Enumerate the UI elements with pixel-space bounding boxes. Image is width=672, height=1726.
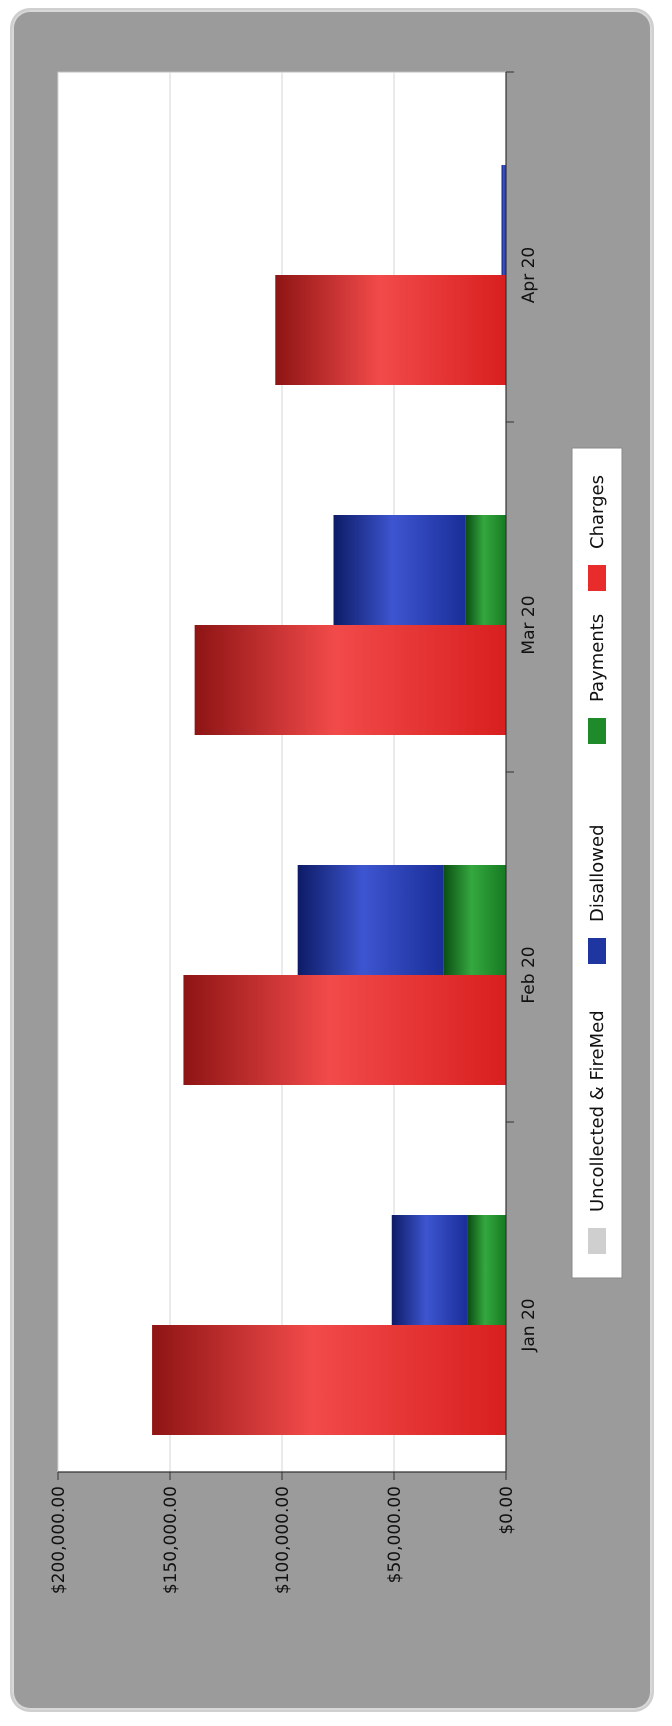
y-tick-label-3: $150,000.00 [161, 1486, 181, 1594]
legend-swatch-uncollected [588, 1228, 606, 1254]
legend-swatch-charges [588, 565, 606, 591]
x-tick-label-1: Feb 20 [519, 946, 539, 1003]
y-tick-label-1: $50,000.00 [385, 1486, 405, 1583]
bar-payments-2 [465, 515, 506, 625]
bar-payments-1 [443, 865, 506, 975]
legend-swatch-disallowed [588, 938, 606, 964]
legend-label-disallowed: Disallowed [587, 824, 608, 922]
legend-label-payments: Payments [587, 614, 608, 702]
legend: Uncollected & FireMed Disallowed Payment… [571, 447, 623, 1279]
bars [152, 165, 506, 1435]
bar-disallowed-3 [501, 165, 506, 275]
bar-charges-1 [183, 975, 506, 1085]
axes: $0.00 $50,000.00 $100,000.00 $150,000.00 $20… [49, 71, 539, 1594]
bar-disallowed-0 [391, 1215, 468, 1325]
bar-charges-0 [152, 1325, 506, 1435]
legend-label-charges: Charges [587, 475, 608, 549]
bar-charges-3 [275, 275, 506, 385]
y-tick-label-2: $100,000.00 [273, 1486, 293, 1594]
y-tick-label-0: $0.00 [497, 1486, 517, 1535]
bar-disallowed-1 [297, 865, 444, 975]
x-tick-label-2: Mar 20 [519, 595, 539, 654]
y-tick-label-4: $200,000.00 [49, 1486, 69, 1594]
bar-disallowed-2 [333, 515, 466, 625]
bar-payments-0 [467, 1215, 506, 1325]
legend-swatch-payments [588, 718, 606, 744]
bar-charges-2 [194, 625, 506, 735]
legend-label-uncollected: Uncollected & FireMed [587, 1010, 608, 1212]
x-tick-label-0: Jan 20 [519, 1298, 539, 1352]
x-tick-label-3: Apr 20 [519, 247, 539, 303]
